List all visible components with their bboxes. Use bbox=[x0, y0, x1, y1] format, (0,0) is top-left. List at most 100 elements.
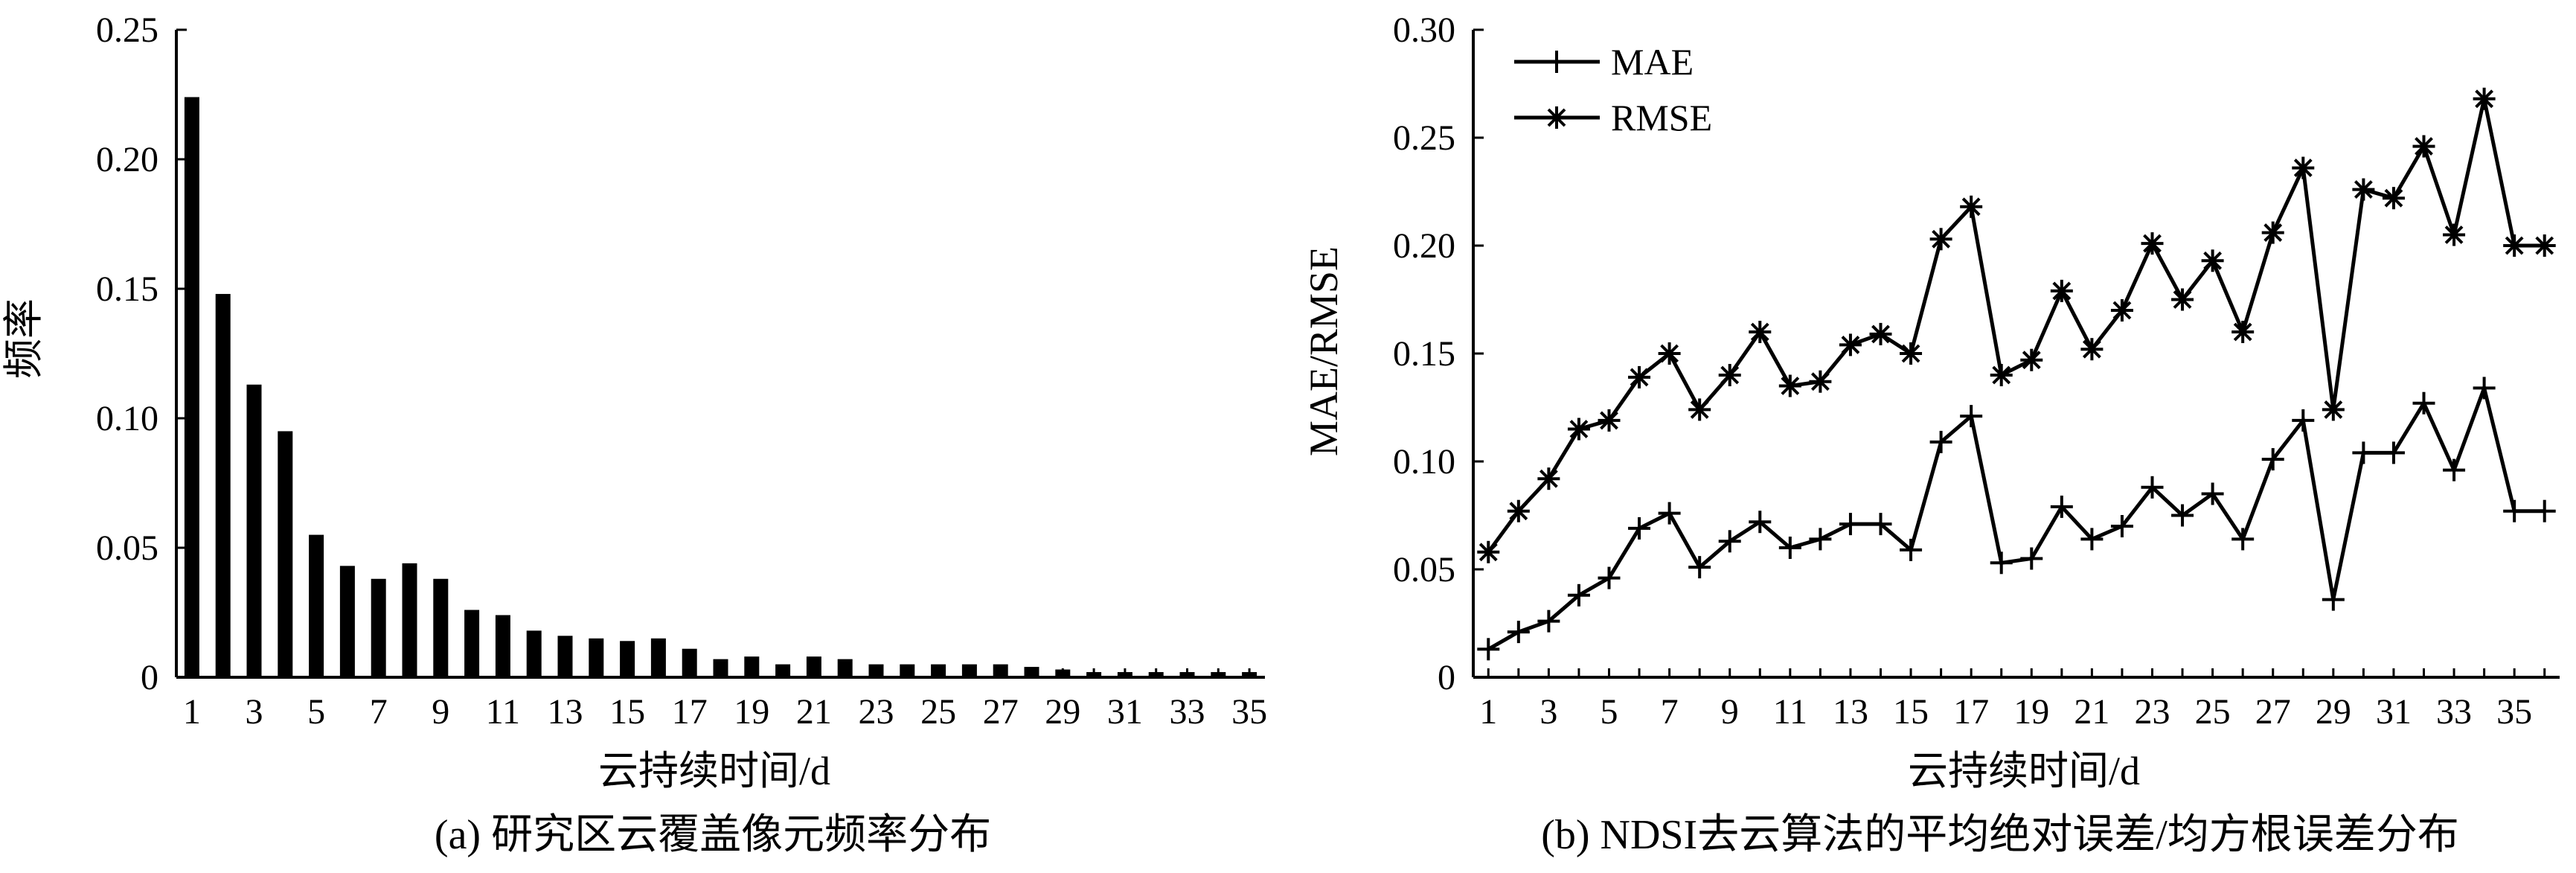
chart-b-rmse-point bbox=[2201, 249, 2224, 272]
star-marker-d2 bbox=[2143, 234, 2162, 253]
star-marker-d2 bbox=[2173, 290, 2192, 309]
chart-b-mae-point bbox=[1567, 583, 1590, 607]
chart-a-bar bbox=[900, 664, 915, 677]
chart-b-x-tick-label: 23 bbox=[2135, 692, 2170, 732]
chart-b-y-tick-label: 0 bbox=[1438, 658, 1455, 697]
chart-b-mae-point bbox=[1929, 430, 1952, 453]
chart-a-bar bbox=[744, 656, 760, 677]
star-marker-d2 bbox=[1810, 372, 1830, 391]
star-marker-d2 bbox=[1901, 344, 1920, 363]
chart-b-mae-point bbox=[2201, 482, 2224, 505]
chart-a-bar bbox=[620, 641, 635, 677]
chart-b-rmse-point bbox=[1628, 365, 1651, 388]
star-marker-d2 bbox=[1600, 411, 1618, 430]
chart-a-bar bbox=[246, 384, 262, 677]
chart-b-mae-point bbox=[2443, 458, 2466, 482]
chart-b-rmse-point bbox=[2443, 223, 2466, 246]
chart-b-rmse-point bbox=[2322, 398, 2345, 421]
chart-a-bar bbox=[713, 659, 728, 677]
chart-b-rmse-point bbox=[1900, 342, 1923, 365]
chart-a-x-tick-label: 31 bbox=[1107, 692, 1143, 732]
chart-b-x-tick-label: 3 bbox=[1539, 692, 1557, 732]
chart-b-rmse-point bbox=[2352, 178, 2375, 201]
chart-b-legend-mae-label: MAE bbox=[1611, 41, 1694, 83]
chart-a-bar bbox=[464, 610, 480, 677]
chart-b-rmse-point bbox=[2110, 299, 2133, 322]
chart-b-rmse-point bbox=[1960, 195, 1983, 218]
star-marker-d2 bbox=[2505, 236, 2524, 255]
chart-b-mae-point bbox=[2231, 528, 2255, 551]
chart-b-mae-point bbox=[2382, 441, 2405, 464]
chart-b-mae-point bbox=[1778, 537, 1801, 559]
chart-a-caption: (a) 研究区云覆盖像元频率分布 bbox=[435, 812, 991, 858]
chart-b-x-tick-label: 29 bbox=[2316, 692, 2351, 732]
chart-a-x-tick-label: 27 bbox=[983, 692, 1019, 732]
chart-a-bar bbox=[1148, 672, 1164, 677]
chart-b-mae-point bbox=[2080, 528, 2104, 551]
chart-a-bar bbox=[184, 97, 199, 678]
chart-a-x-tick-label: 29 bbox=[1045, 692, 1080, 732]
chart-b-mae-point bbox=[2110, 515, 2133, 537]
chart-b-x-tick-label: 5 bbox=[1601, 692, 1618, 732]
chart-a-x-tick-label: 3 bbox=[246, 692, 263, 732]
chart-b-mae-point bbox=[1839, 513, 1862, 536]
star-marker-d2 bbox=[1478, 543, 1498, 562]
chart-b-rmse-point bbox=[1477, 540, 1500, 563]
chart-a-bar bbox=[961, 664, 977, 677]
chart-b-legend-rmse-marker bbox=[1545, 106, 1568, 129]
chart-b-mae-point bbox=[1658, 502, 1681, 525]
chart-b-mae-point bbox=[1869, 513, 1892, 536]
chart-a-bar bbox=[1086, 672, 1102, 677]
chart-b-mae-point bbox=[1628, 517, 1651, 540]
chart-b-x-tick-label: 15 bbox=[1893, 692, 1929, 732]
star-marker-d2 bbox=[1547, 108, 1566, 127]
chart-a-bar bbox=[806, 656, 821, 677]
chart-a-bar bbox=[309, 534, 324, 677]
chart-b-x-tick-label: 31 bbox=[2376, 692, 2412, 732]
chart-a-bar bbox=[1024, 667, 1039, 677]
chart-b-x-tick-label: 33 bbox=[2436, 692, 2472, 732]
chart-b-mae-point bbox=[2503, 499, 2526, 522]
chart-b-rmse-point bbox=[2050, 279, 2073, 302]
chart-a-x-tick-label: 19 bbox=[734, 692, 769, 732]
chart-b-rmse-point bbox=[1537, 467, 1560, 490]
chart-b-x-tick-label: 1 bbox=[1479, 692, 1497, 732]
chart-a-bar bbox=[278, 431, 293, 677]
chart-a-x-tick-label: 23 bbox=[859, 692, 894, 732]
star-marker-d2 bbox=[2384, 188, 2403, 208]
chart-a-x-tick-label: 7 bbox=[370, 692, 388, 732]
chart-b-mae-point bbox=[2322, 588, 2345, 611]
chart-b-y-tick-label: 0.05 bbox=[1393, 550, 1455, 589]
chart-a-y-tick-label: 0 bbox=[141, 658, 158, 697]
chart-b-caption: (b) NDSI去云算法的平均绝对误差/均方根误差分布 bbox=[1541, 812, 2459, 858]
chart-b-rmse-point bbox=[2141, 232, 2164, 255]
star-marker-d2 bbox=[2082, 339, 2101, 359]
chart-b-x-tick-label: 35 bbox=[2496, 692, 2532, 732]
chart-a-bar bbox=[371, 578, 386, 677]
chart-b-rmse-point bbox=[1990, 364, 2013, 386]
chart-a-bar bbox=[868, 664, 884, 677]
chart-b-rmse-point bbox=[2171, 288, 2194, 311]
star-marker-d2 bbox=[2293, 159, 2313, 178]
chart-a-bar bbox=[402, 563, 417, 677]
chart-a-x-tick-label: 21 bbox=[796, 692, 832, 732]
star-marker-d2 bbox=[1539, 469, 1558, 488]
chart-a-x-tick-label: 35 bbox=[1231, 692, 1267, 732]
chart-b-y-tick-label: 0.10 bbox=[1393, 442, 1455, 482]
chart-b-mae-point bbox=[1900, 538, 1923, 561]
chart-b-mae-point bbox=[2292, 409, 2315, 432]
chart-a-y-axis-label: 频率 bbox=[1, 298, 46, 379]
star-marker-d2 bbox=[1961, 197, 1981, 217]
chart-a-bar bbox=[931, 664, 946, 677]
chart-b-mae-point bbox=[2412, 391, 2435, 415]
chart-b-y-axis-label: MAE/RMSE bbox=[1301, 246, 1346, 456]
chart-a-x-tick-label: 15 bbox=[609, 692, 645, 732]
chart-b-x-tick-label: 9 bbox=[1721, 692, 1739, 732]
chart-a-bar bbox=[433, 578, 449, 677]
chart-b-rmse-point bbox=[2231, 321, 2255, 343]
chart-b-rmse-point bbox=[1598, 409, 1621, 432]
star-marker-d2 bbox=[1509, 502, 1528, 521]
chart-a-bar bbox=[1211, 672, 1226, 677]
star-marker-d2 bbox=[1630, 368, 1649, 387]
chart-b-rmse-point bbox=[1507, 499, 1530, 522]
